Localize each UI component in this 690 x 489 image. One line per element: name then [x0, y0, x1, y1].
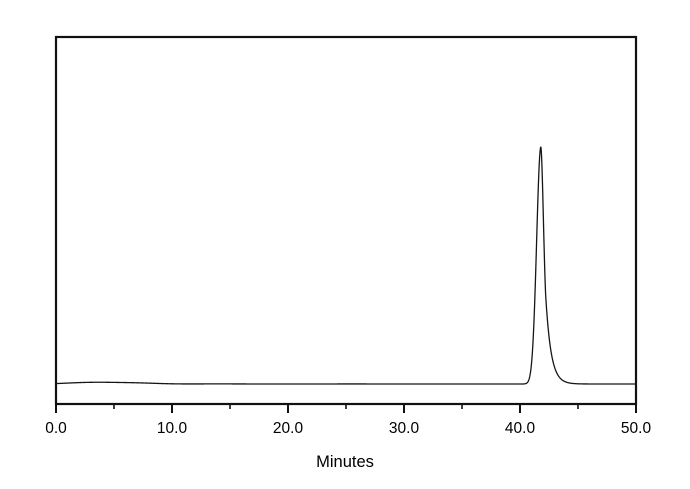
- signal-trace: [55, 146, 637, 385]
- x-tick-label: 30.0: [389, 420, 420, 437]
- x-tick-label: 40.0: [505, 420, 536, 437]
- x-tick-label: 50.0: [621, 420, 652, 437]
- x-tick-label: 20.0: [273, 420, 304, 437]
- x-axis-title: Minutes: [316, 453, 374, 471]
- x-axis-tick-labels: 0.0 10.0 20.0 30.0 40.0 50.0: [45, 420, 651, 437]
- x-axis-ticks: [55, 404, 637, 413]
- x-tick-label: 0.0: [45, 420, 67, 437]
- x-tick-label: 10.0: [157, 420, 188, 437]
